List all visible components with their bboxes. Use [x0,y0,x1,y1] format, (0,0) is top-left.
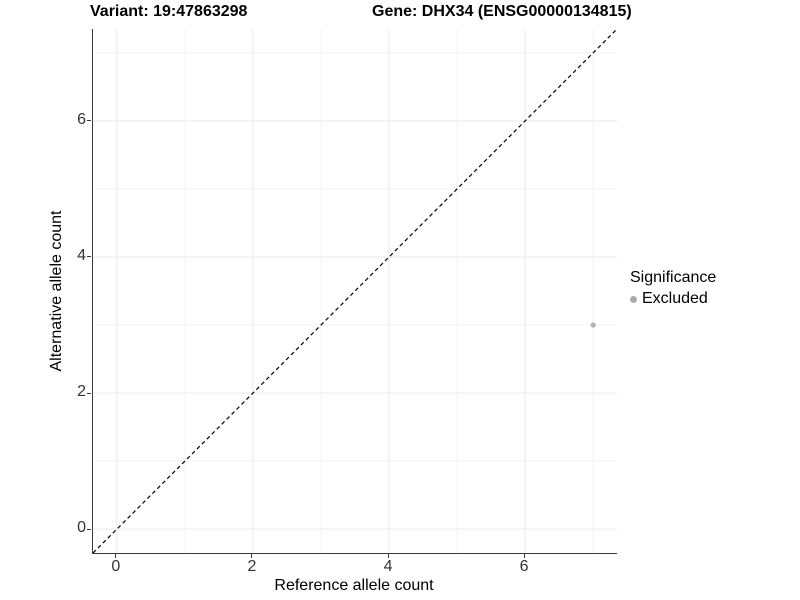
y-tick-label: 2 [77,383,86,401]
plot-title-variant: Variant: 19:47863298 [90,3,248,20]
plot-area-svg [93,29,617,553]
plot-title-gene: Gene: DHX34 (ENSG00000134815) [372,3,632,20]
y-tick-label: 6 [77,110,86,128]
y-tick-label: 0 [77,519,86,537]
x-tick-mark [387,554,389,558]
y-tick-label: 4 [77,246,86,264]
identity-line [93,29,617,553]
x-tick-label: 6 [519,558,529,575]
legend-entry-label: Excluded [642,290,708,307]
legend-title: Significance [630,269,717,286]
x-tick-label: 4 [383,558,393,575]
data-point-excluded [590,322,596,328]
y-tick-mark [87,392,91,394]
x-tick-mark [523,554,525,558]
x-tick-label: 0 [111,558,121,575]
x-tick-mark [251,554,253,558]
y-tick-mark [87,256,91,258]
x-tick-label: 2 [247,558,257,575]
legend-entry-excluded: Excluded [630,290,716,308]
legend: Significance Excluded [630,269,716,308]
x-axis-title: Reference allele count [274,577,434,594]
y-tick-mark [87,528,91,530]
x-tick-mark [115,554,117,558]
y-tick-mark [87,120,91,122]
y-axis-title: Alternative allele count [48,210,65,372]
legend-key-dot-icon [630,295,637,303]
plot-panel [92,29,617,554]
